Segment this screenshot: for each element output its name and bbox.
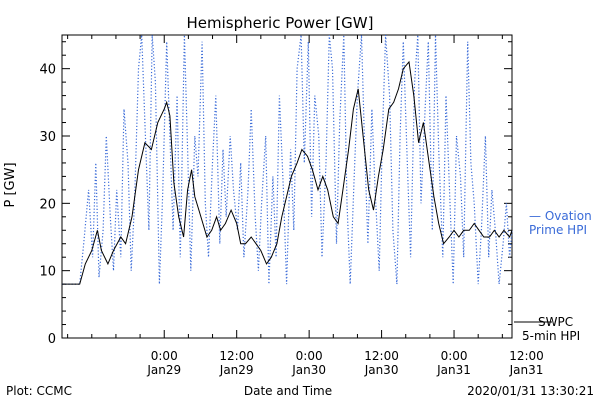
y-tick-label: 20 — [39, 197, 56, 212]
swpc-label-line2: 5-min HPI — [522, 329, 580, 343]
x-tick-label-date: Jan30 — [291, 363, 326, 377]
footer-plot-credit: Plot: CCMC — [6, 384, 72, 398]
y-tick-label: 40 — [39, 63, 56, 78]
plot-border — [61, 34, 513, 339]
swpc-label-line1: SWPC — [538, 315, 573, 329]
x-tick-label-date: Jan31 — [509, 363, 544, 377]
swpc-label: SWPC 5-min HPI — [514, 315, 580, 343]
x-tick-label-time: 12:00 — [219, 349, 254, 363]
ovation-label-line2: Prime HPI — [529, 223, 587, 237]
y-tick-label: 10 — [39, 265, 56, 280]
x-axis: 0:00Jan2912:00Jan290:00Jan3012:00Jan300:… — [67, 35, 544, 377]
x-tick-label-time: 12:00 — [509, 349, 544, 363]
x-tick-label-time: 0:00 — [441, 349, 468, 363]
series-layer — [62, 34, 513, 285]
y-axis: 0 10 20 30 40 — [39, 41, 512, 347]
x-tick-label-date: Jan30 — [364, 363, 399, 377]
footer-timestamp: 2020/01/31 13:30:21 — [467, 384, 594, 398]
y-tick-label: 30 — [39, 130, 56, 145]
y-axis-label: P [GW] — [3, 162, 18, 207]
ovation-label: — Ovation Prime HPI — [529, 209, 592, 237]
x-tick-label-date: Jan29 — [146, 363, 181, 377]
x-tick-label-time: 12:00 — [364, 349, 399, 363]
x-tick-label-time: 0:00 — [151, 349, 178, 363]
swpc-series-line — [62, 60, 513, 285]
ovation-label-line1: — Ovation — [529, 209, 592, 223]
chart-title: Hemispheric Power [GW] — [187, 14, 374, 32]
ovation-series-line — [62, 34, 513, 285]
y-tick-label: 0 — [48, 332, 56, 347]
plot-frame — [61, 34, 513, 339]
x-tick-label-time: 0:00 — [296, 349, 323, 363]
x-tick-label-date: Jan29 — [219, 363, 254, 377]
x-axis-label: Date and Time — [244, 384, 332, 398]
x-tick-label-date: Jan31 — [436, 363, 471, 377]
